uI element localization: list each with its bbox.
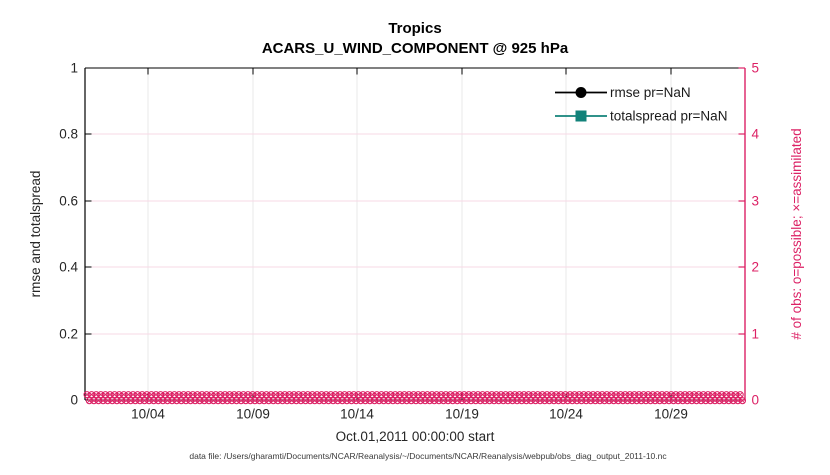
svg-text:1: 1 xyxy=(70,61,78,76)
left-tick-labels: 0 0.2 0.4 0.6 0.8 1 xyxy=(59,61,78,408)
svg-text:0.2: 0.2 xyxy=(59,327,78,342)
x-tick-labels: 10/04 10/09 10/14 10/19 10/24 10/29 xyxy=(131,407,688,422)
svg-text:0: 0 xyxy=(70,393,78,408)
svg-text:0.8: 0.8 xyxy=(59,127,78,142)
legend-item-rmse: rmse pr=NaN xyxy=(555,85,691,100)
svg-text:10/19: 10/19 xyxy=(445,407,479,422)
svg-text:0: 0 xyxy=(752,393,760,408)
gridlines-vertical xyxy=(147,68,672,400)
gridlines-horizontal xyxy=(85,133,745,335)
svg-text:10/14: 10/14 xyxy=(340,407,374,422)
legend-label-rmse: rmse pr=NaN xyxy=(610,85,691,100)
svg-text:0.6: 0.6 xyxy=(59,194,78,209)
legend-item-totalspread: totalspread pr=NaN xyxy=(555,109,727,124)
right-axis-ticks xyxy=(738,67,745,401)
svg-text:10/09: 10/09 xyxy=(236,407,270,422)
svg-text:4: 4 xyxy=(752,127,760,142)
legend-label-totalspread: totalspread pr=NaN xyxy=(610,109,727,124)
svg-text:1: 1 xyxy=(752,327,760,342)
data-file-footer: data file: /Users/gharamti/Documents/NCA… xyxy=(189,451,667,461)
legend: rmse pr=NaN totalspread pr=NaN xyxy=(555,85,727,124)
plot-title-line2: ACARS_U_WIND_COMPONENT @ 925 hPa xyxy=(262,40,569,57)
y-axis-label-right: # of obs: o=possible; ×=assimilated xyxy=(789,128,804,339)
left-axis-ticks xyxy=(85,67,92,401)
totalspread-marker-icon xyxy=(575,110,587,122)
svg-text:5: 5 xyxy=(752,61,760,76)
plot-title-line1: Tropics xyxy=(388,20,441,37)
y-axis-label-left: rmse and totalspread xyxy=(28,171,43,298)
right-tick-labels: 0 1 2 3 4 5 xyxy=(752,61,760,408)
obs-marker-band xyxy=(83,391,747,405)
x-axis-ticks xyxy=(147,68,672,400)
x-axis-label: Oct.01,2011 00:00:00 start xyxy=(336,429,495,444)
svg-text:10/04: 10/04 xyxy=(131,407,165,422)
svg-text:3: 3 xyxy=(752,194,760,209)
rmse-marker-icon xyxy=(575,87,587,98)
svg-text:10/24: 10/24 xyxy=(549,407,583,422)
svg-text:0.4: 0.4 xyxy=(59,260,78,275)
svg-text:10/29: 10/29 xyxy=(654,407,688,422)
svg-text:2: 2 xyxy=(752,260,760,275)
